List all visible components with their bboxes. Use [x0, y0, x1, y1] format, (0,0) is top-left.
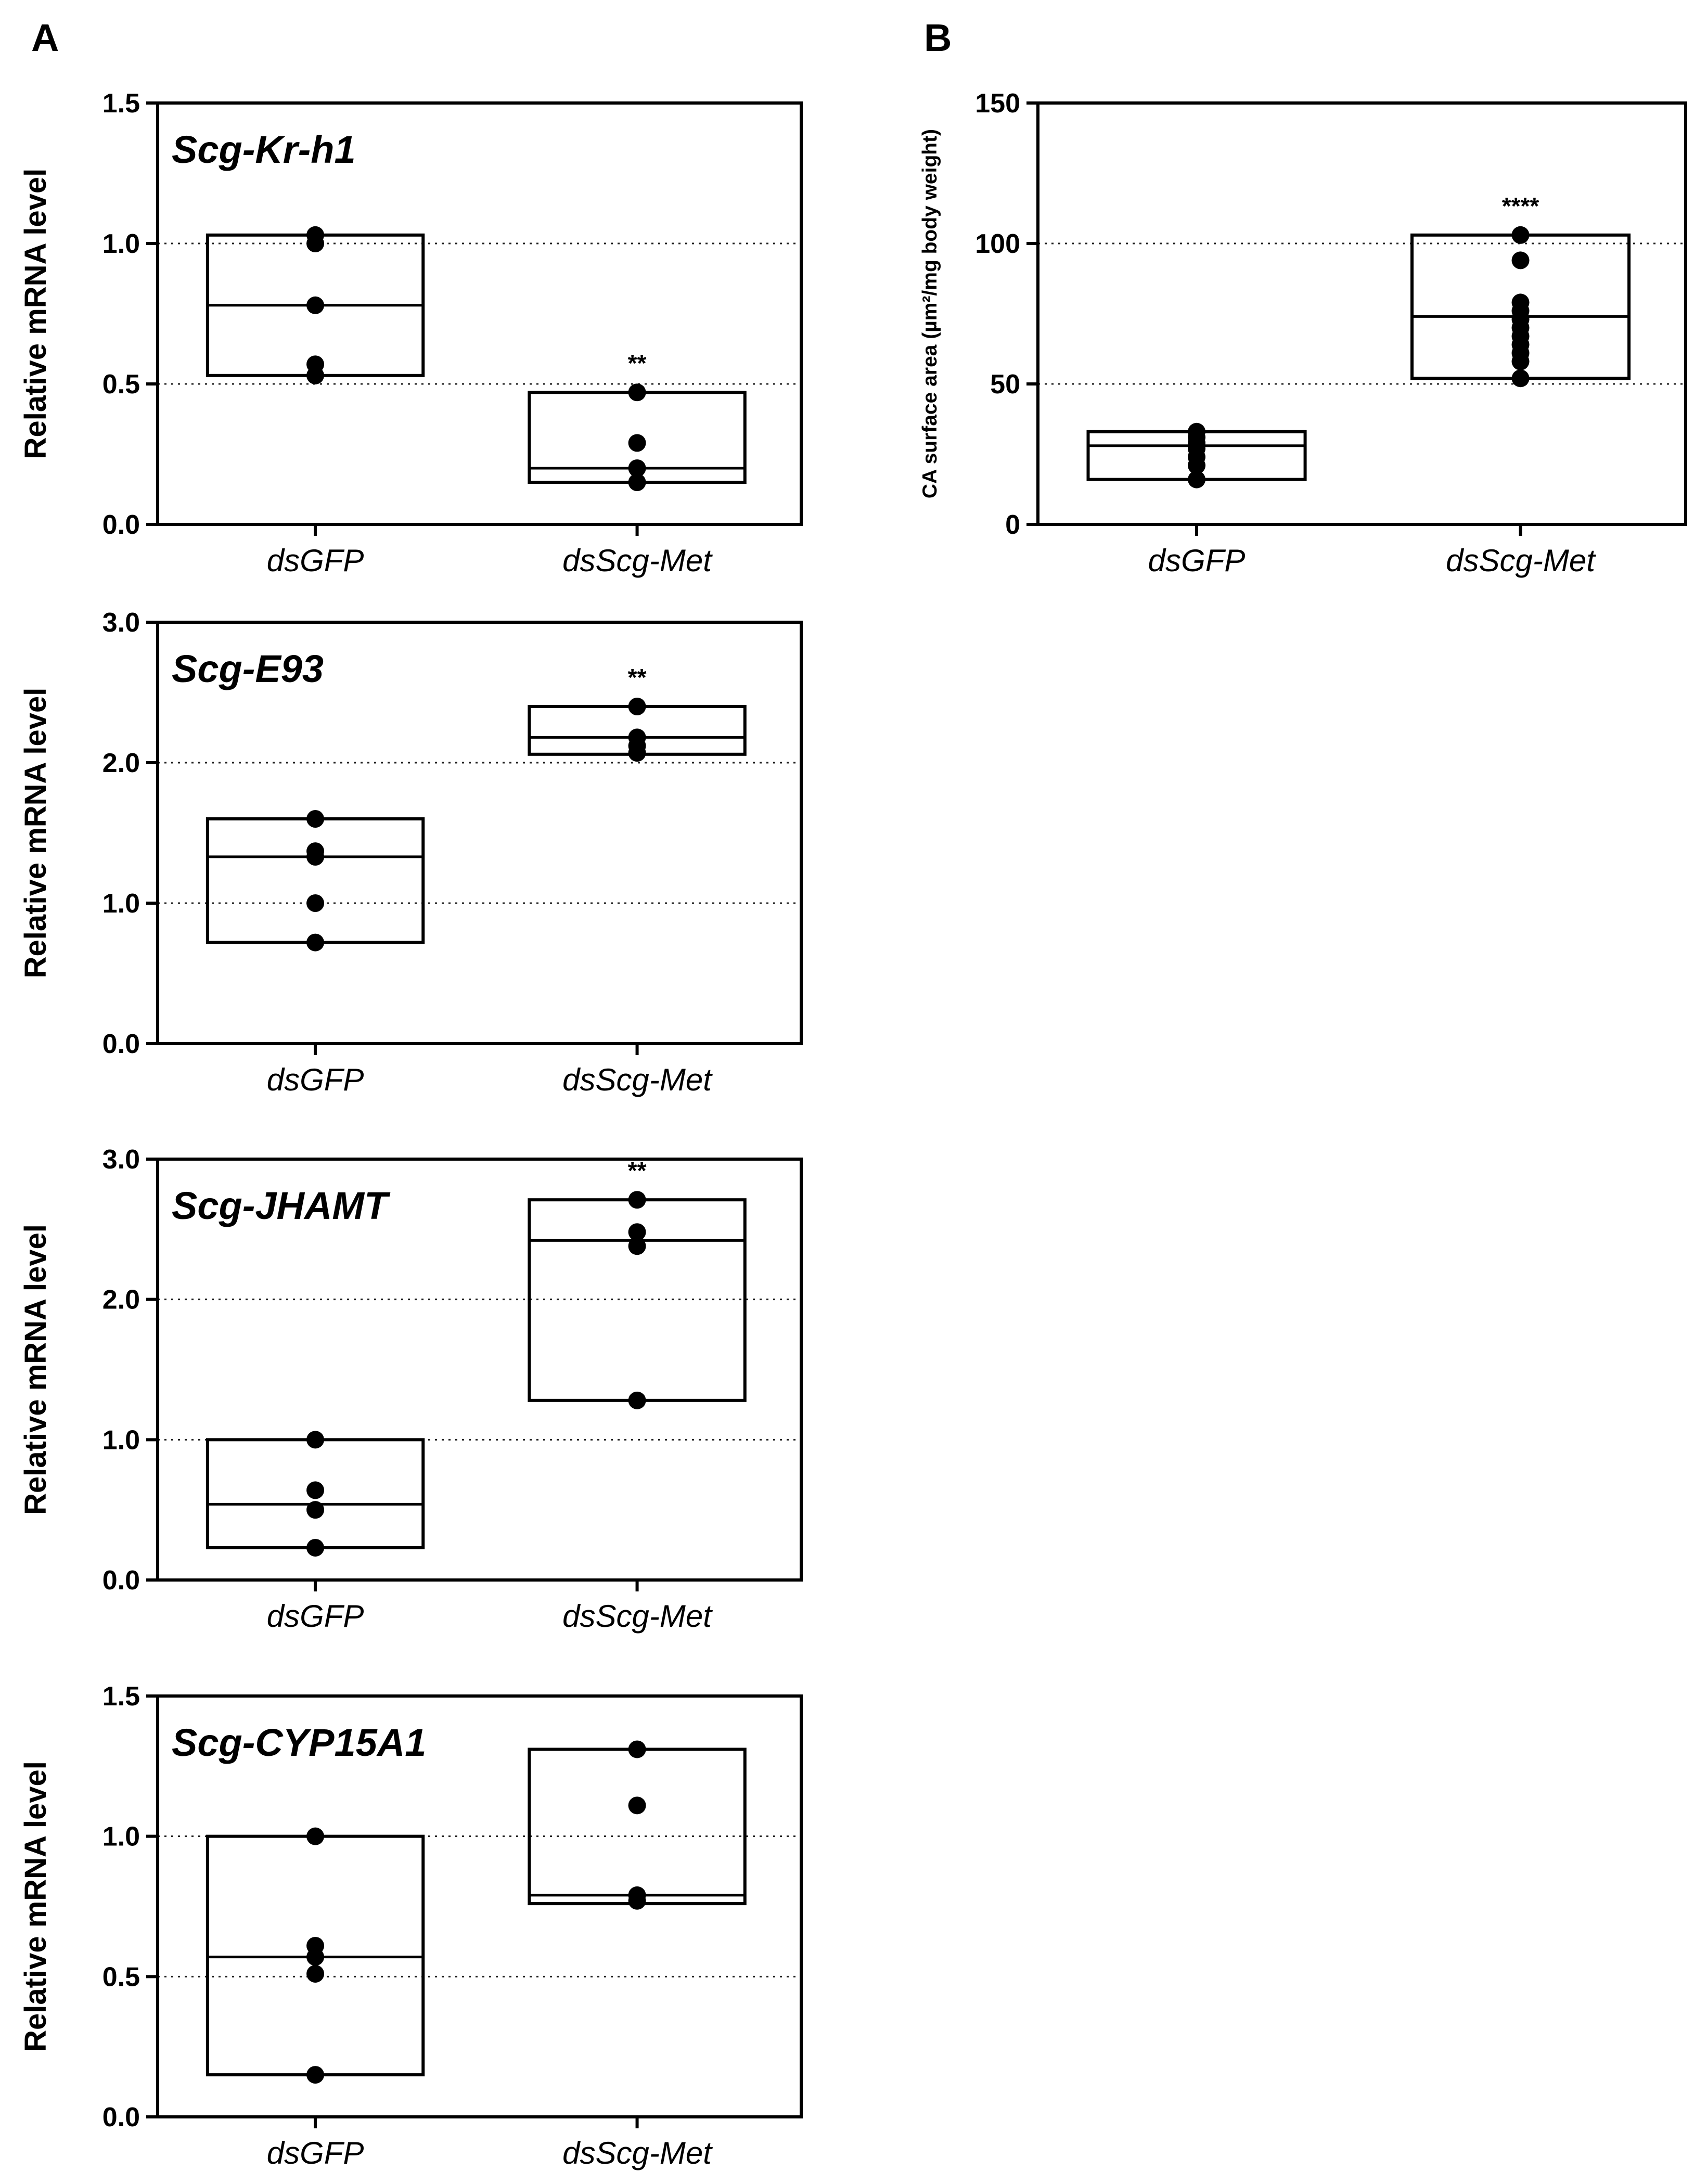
- x-category-label: dsGFP: [267, 543, 364, 578]
- data-point: [628, 434, 646, 452]
- data-point: [628, 473, 646, 491]
- data-point: [306, 355, 325, 374]
- y-tick-label: 2.0: [102, 1285, 140, 1315]
- y-tick-label: 0: [1005, 510, 1020, 540]
- data-point: [1188, 470, 1206, 489]
- y-tick-label: 3.0: [102, 608, 140, 638]
- data-point: [628, 459, 646, 477]
- data-point: [628, 1223, 646, 1241]
- y-tick-label: 1.0: [102, 1425, 140, 1455]
- chart-title: Scg-JHAMT: [172, 1184, 391, 1227]
- y-tick-label: 0.0: [102, 2102, 140, 2132]
- x-category-label: dsScg-Met: [562, 543, 713, 578]
- y-tick-label: 150: [975, 88, 1020, 119]
- data-point: [306, 810, 325, 828]
- y-axis-label: Relative mRNA level: [19, 688, 53, 979]
- y-tick-label: 0.0: [102, 510, 140, 540]
- x-category-label: dsScg-Met: [562, 2136, 713, 2170]
- data-point: [628, 728, 646, 747]
- x-category-label: dsGFP: [267, 1062, 364, 1097]
- chart-scg-e93: 0.0 1.0 2.0 3.0 Relative mRNA level Scg-E93 ds…: [19, 608, 803, 1097]
- x-category-label: dsGFP: [267, 2136, 364, 2170]
- panel-letter-b: B: [924, 16, 952, 59]
- y-axis-label: CA surface area (µm²/mg body weight): [919, 129, 941, 498]
- data-point: [306, 1937, 325, 1955]
- y-tick-label: 1.5: [102, 1681, 140, 1712]
- y-tick-label: 1.5: [102, 88, 140, 119]
- chart-title: Scg-E93: [172, 647, 324, 690]
- chart-scg-cyp15a1: 0.0 0.5 1.0 1.5 Relative mRNA level Scg-CYP15…: [19, 1681, 803, 2170]
- y-tick-label: 3.0: [102, 1145, 140, 1175]
- box: [528, 1748, 747, 1906]
- chart-title: Scg-CYP15A1: [172, 1721, 426, 1764]
- plot-frame: [156, 621, 803, 1045]
- data-point: [1188, 422, 1206, 441]
- y-tick-label: 0.5: [102, 1962, 140, 1992]
- y-axis-label: Relative mRNA level: [19, 1224, 53, 1515]
- data-point: [306, 1431, 325, 1449]
- x-category-label: dsScg-Met: [562, 1599, 713, 1634]
- data-point: [306, 2066, 325, 2084]
- data-point: [1511, 369, 1530, 388]
- chart-title: Scg-Kr-h1: [172, 128, 356, 171]
- data-point: [306, 842, 325, 860]
- plot-frame: [156, 1694, 803, 2118]
- significance-marker: **: [628, 1157, 647, 1184]
- data-point: [628, 1740, 646, 1758]
- plot-frame: [156, 101, 803, 526]
- data-point: [306, 933, 325, 952]
- y-axis-label: Relative mRNA level: [19, 1761, 53, 2052]
- chart-ca-surface-area: 0 50 100 150 CA surface area (µm²/mg body we…: [919, 88, 1687, 578]
- x-category-label: dsScg-Met: [562, 1062, 713, 1097]
- chart-scg-kr-h1: 0.0 0.5 1.0 1.5 Relative mRNA level Scg-Kr-h1…: [19, 88, 803, 578]
- data-point: [1511, 293, 1530, 312]
- y-tick-label: 0.5: [102, 369, 140, 400]
- data-point: [628, 383, 646, 402]
- significance-marker: ****: [1502, 192, 1539, 220]
- data-point: [306, 1538, 325, 1557]
- plot-frame: [156, 1158, 803, 1582]
- data-point: [306, 1827, 325, 1845]
- y-tick-label: 0.0: [102, 1565, 140, 1596]
- data-point: [1511, 226, 1530, 244]
- significance-marker: **: [628, 350, 647, 377]
- box: [206, 817, 425, 944]
- y-tick-label: 1.0: [102, 1822, 140, 1852]
- data-point: [628, 1886, 646, 1904]
- data-point: [628, 1796, 646, 1815]
- y-axis-label: Relative mRNA level: [19, 169, 53, 459]
- data-point: [306, 894, 325, 912]
- data-point: [306, 1501, 325, 1519]
- data-point: [628, 1237, 646, 1255]
- data-point: [628, 698, 646, 715]
- y-tick-label: 0.0: [102, 1029, 140, 1059]
- data-point: [306, 1481, 325, 1499]
- panel-letter-a: A: [31, 16, 59, 59]
- data-point: [306, 296, 325, 314]
- data-point: [306, 1964, 325, 1983]
- data-point: [628, 1191, 646, 1209]
- x-category-label: dsScg-Met: [1446, 543, 1596, 578]
- significance-marker: **: [628, 664, 647, 691]
- data-point: [306, 226, 325, 244]
- x-category-label: dsGFP: [267, 1599, 364, 1634]
- y-tick-label: 50: [990, 369, 1020, 400]
- y-tick-label: 100: [975, 229, 1020, 259]
- y-tick-label: 2.0: [102, 748, 140, 778]
- y-tick-label: 1.0: [102, 229, 140, 259]
- y-tick-label: 1.0: [102, 889, 140, 919]
- plot-frame: [1036, 101, 1687, 526]
- data-point: [628, 1391, 646, 1409]
- data-point: [1511, 251, 1530, 269]
- x-category-label: dsGFP: [1148, 543, 1246, 578]
- chart-scg-jhamt: 0.0 1.0 2.0 3.0 Relative mRNA level Scg-JHAMT…: [19, 1145, 803, 1634]
